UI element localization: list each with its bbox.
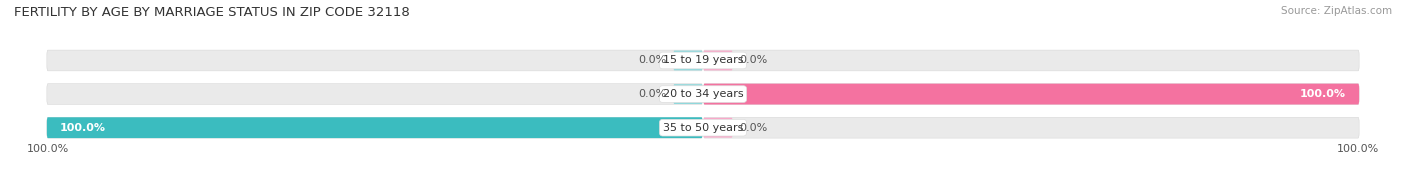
Text: 35 to 50 years: 35 to 50 years xyxy=(662,123,744,133)
Text: Source: ZipAtlas.com: Source: ZipAtlas.com xyxy=(1281,6,1392,16)
Text: 0.0%: 0.0% xyxy=(740,55,768,65)
FancyBboxPatch shape xyxy=(703,118,733,138)
FancyBboxPatch shape xyxy=(703,117,1360,138)
FancyBboxPatch shape xyxy=(673,84,703,104)
Text: 100.0%: 100.0% xyxy=(1337,143,1379,153)
FancyBboxPatch shape xyxy=(46,84,703,104)
Text: 0.0%: 0.0% xyxy=(638,89,666,99)
FancyBboxPatch shape xyxy=(673,51,703,70)
FancyBboxPatch shape xyxy=(703,50,1360,71)
Text: 100.0%: 100.0% xyxy=(27,143,69,153)
FancyBboxPatch shape xyxy=(703,84,1360,104)
Text: FERTILITY BY AGE BY MARRIAGE STATUS IN ZIP CODE 32118: FERTILITY BY AGE BY MARRIAGE STATUS IN Z… xyxy=(14,6,409,19)
FancyBboxPatch shape xyxy=(703,84,1360,104)
Text: 15 to 19 years: 15 to 19 years xyxy=(662,55,744,65)
Text: 100.0%: 100.0% xyxy=(60,123,105,133)
Text: 20 to 34 years: 20 to 34 years xyxy=(662,89,744,99)
Text: 0.0%: 0.0% xyxy=(740,123,768,133)
Text: 0.0%: 0.0% xyxy=(638,55,666,65)
FancyBboxPatch shape xyxy=(46,117,703,138)
FancyBboxPatch shape xyxy=(46,50,703,71)
FancyBboxPatch shape xyxy=(703,51,733,70)
FancyBboxPatch shape xyxy=(46,117,703,138)
Text: 100.0%: 100.0% xyxy=(1301,89,1346,99)
